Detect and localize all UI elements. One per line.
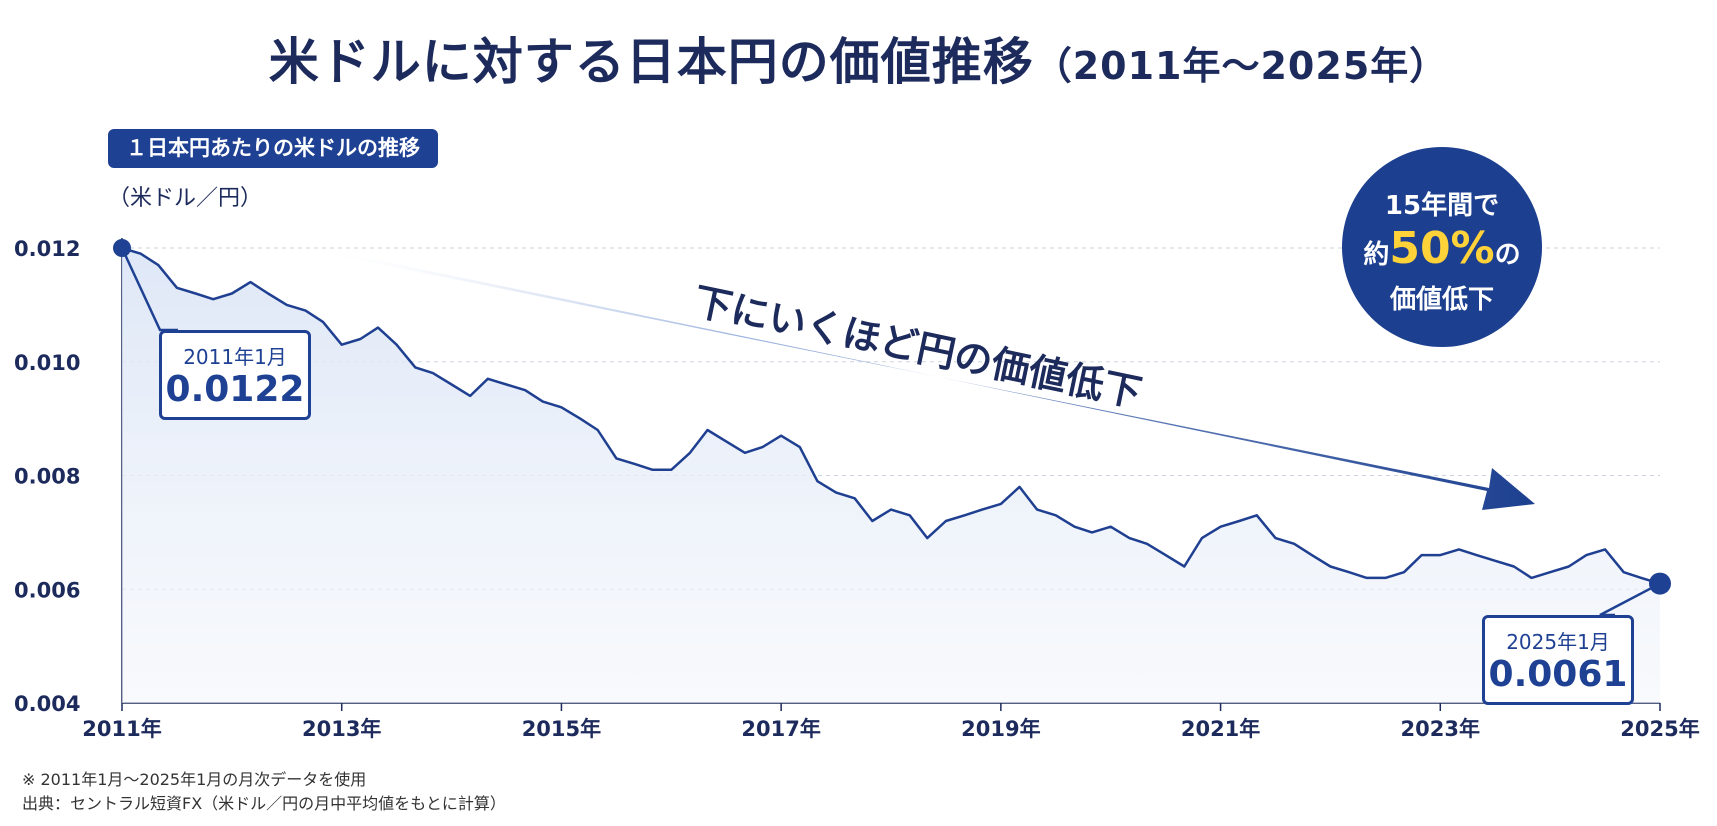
badge-suffix: の [1494, 240, 1521, 270]
trend-arrow-label: 下にいくほど円の価値低下 [690, 279, 1145, 415]
y-tick-label: 0.010 [14, 351, 80, 375]
start-date-label: 2011年1月 [183, 345, 287, 369]
end-value-label: 0.0061 [1488, 654, 1628, 695]
x-tick-label: 2021年 [1181, 717, 1260, 741]
x-tick-label: 2023年 [1401, 717, 1480, 741]
decline-summary-badge: 15年間で 約50%の 価値低下 [1342, 147, 1542, 347]
chart-title: 米ドルに対する日本円の価値推移（2011年〜2025年） [0, 22, 1717, 94]
footnote-source: 出典：セントラル短資FX（米ドル／円の月中平均値をもとに計算） [22, 794, 506, 813]
chart-title-main: 米ドルに対する日本円の価値推移 [268, 33, 1034, 91]
x-tick-label: 2015年 [522, 717, 601, 741]
end-value-callout: 2025年1月 0.0061 [1482, 615, 1634, 705]
chart-subtitle-badge: １日本円あたりの米ドルの推移 [108, 129, 438, 168]
x-tick-label: 2013年 [302, 717, 381, 741]
y-axis-unit-label: （米ドル／円） [108, 186, 263, 211]
y-tick-label: 0.006 [14, 578, 80, 602]
x-tick-label: 2011年 [82, 717, 161, 741]
end-date-label: 2025年1月 [1506, 630, 1610, 654]
x-tick-label: 2025年 [1620, 717, 1699, 741]
chart-title-sub: （2011年〜2025年） [1033, 44, 1449, 88]
badge-line-3: 価値低下 [1389, 285, 1494, 315]
start-value-label: 0.0122 [165, 369, 305, 410]
badge-line-1: 15年間で [1384, 191, 1500, 221]
trend-arrow [300, 244, 1535, 510]
badge-line-2: 約50%の [1342, 223, 1542, 274]
footnote-data: ※ 2011年1月〜2025年1月の月次データを使用 [22, 770, 367, 789]
y-tick-label: 0.008 [14, 465, 80, 489]
y-tick-label: 0.012 [14, 237, 80, 261]
badge-prefix: 約 [1363, 240, 1390, 270]
start-value-callout: 2011年1月 0.0122 [159, 330, 311, 420]
badge-percent: 50% [1389, 223, 1495, 274]
series-area [122, 248, 1660, 703]
series-line [121, 246, 1661, 585]
x-tick-label: 2017年 [741, 717, 820, 741]
y-tick-label: 0.004 [14, 692, 80, 716]
end-point-marker [1649, 572, 1671, 595]
x-tick-label: 2019年 [961, 717, 1040, 741]
start-point-marker [113, 239, 131, 257]
